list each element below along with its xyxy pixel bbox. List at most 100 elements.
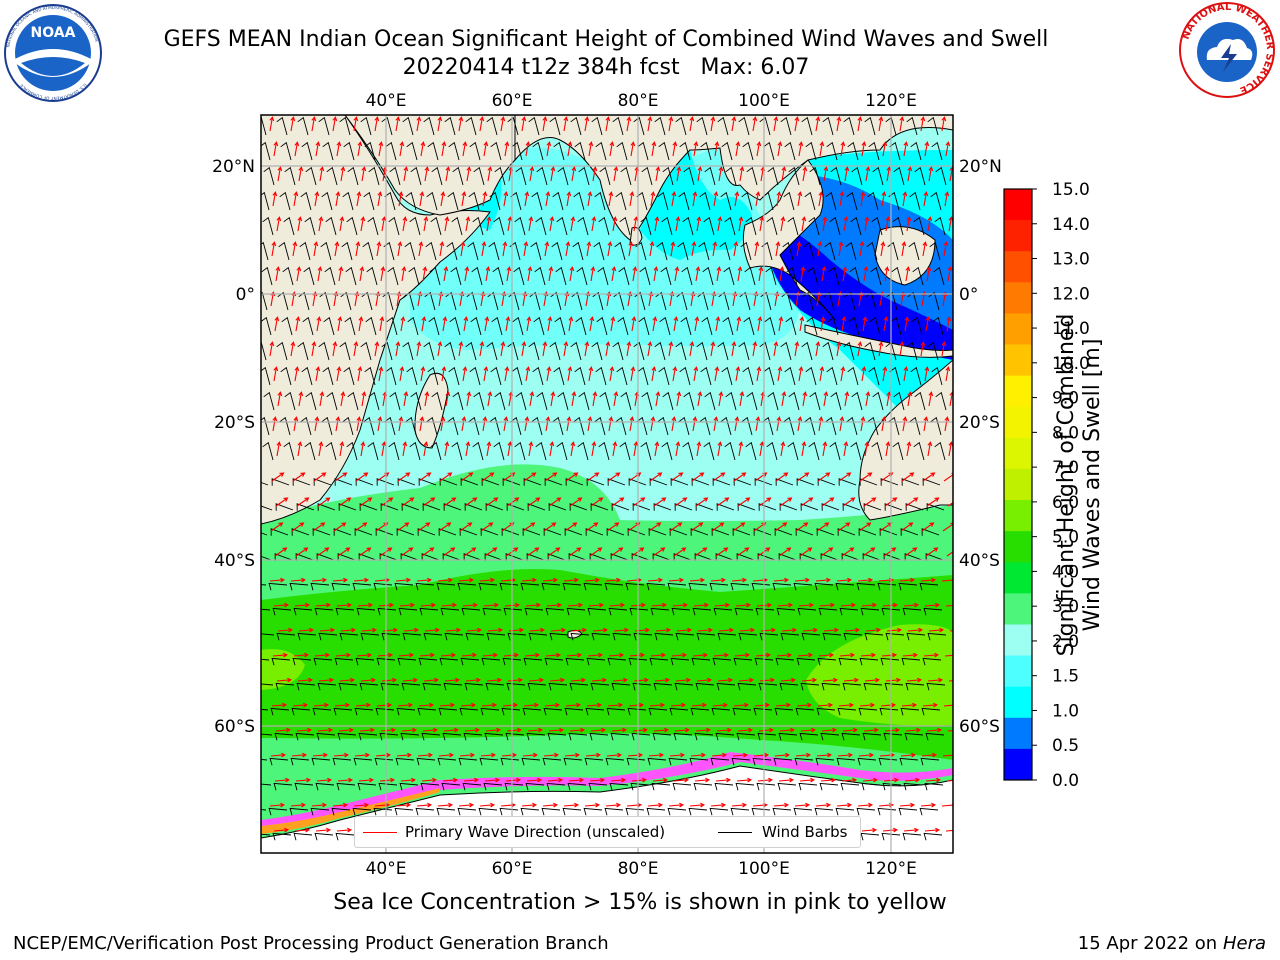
wind-barb xyxy=(261,316,272,336)
wave-arrow xyxy=(776,416,782,432)
wave-arrow xyxy=(717,441,723,457)
wind-barb xyxy=(924,782,944,791)
wind-barb xyxy=(658,141,670,161)
wave-arrow xyxy=(584,802,601,808)
wave-arrow xyxy=(292,702,309,708)
wave-arrow xyxy=(857,577,874,583)
wave-arrow xyxy=(334,702,351,708)
colorbar-tick-label: 7.0 xyxy=(1052,458,1079,478)
wave-arrow xyxy=(607,702,624,708)
wind-barb xyxy=(730,582,750,591)
wave-arrow xyxy=(550,391,556,407)
wind-barb xyxy=(376,657,396,666)
wind-barb xyxy=(780,116,792,136)
wave-arrow xyxy=(815,577,832,583)
wind-barb xyxy=(714,782,734,791)
wave-arrow xyxy=(586,241,592,257)
wave-arrow xyxy=(947,266,953,282)
wind-barb xyxy=(271,657,291,666)
wind-barb xyxy=(439,478,458,486)
wave-arrow xyxy=(422,727,439,733)
wind-barb xyxy=(838,657,858,666)
wind-barb xyxy=(261,505,273,511)
wind-barb xyxy=(709,807,729,816)
wind-barb xyxy=(276,116,288,136)
wave-arrow xyxy=(861,602,878,608)
wind-barb xyxy=(520,582,540,591)
wind-barb xyxy=(829,441,841,461)
wave-arrow xyxy=(647,341,653,357)
wave-arrow xyxy=(926,497,940,507)
wind-barb xyxy=(418,478,437,486)
wave-arrow xyxy=(316,316,322,332)
wind-barb xyxy=(742,141,754,161)
wind-barb xyxy=(421,553,440,561)
wind-barb xyxy=(270,528,289,536)
wind-barb xyxy=(730,807,750,816)
wave-arrow xyxy=(314,191,320,207)
wind-barb xyxy=(715,732,735,741)
wave-arrow xyxy=(459,522,473,532)
wave-arrow xyxy=(319,166,325,182)
wind-barb xyxy=(295,553,314,561)
wave-arrow xyxy=(774,522,788,532)
wind-barb xyxy=(293,607,313,616)
wind-barb xyxy=(777,782,797,791)
wind-barb xyxy=(347,391,359,411)
wind-barb xyxy=(902,832,922,841)
wave-arrow xyxy=(273,366,279,382)
wind-barb xyxy=(763,366,775,386)
wind-barb xyxy=(549,632,569,641)
wind-barb xyxy=(300,191,312,211)
wave-arrow xyxy=(441,602,458,608)
wave-arrow xyxy=(442,316,448,332)
wave-arrow xyxy=(653,266,659,282)
wind-barb xyxy=(700,366,712,386)
wind-barb xyxy=(671,607,691,616)
wind-barb xyxy=(676,291,688,311)
wave-arrow xyxy=(612,441,618,457)
wave-arrow xyxy=(403,627,420,633)
wave-arrow xyxy=(731,802,748,808)
wind-barb xyxy=(501,528,520,536)
wave-arrow xyxy=(941,116,947,132)
wave-arrow xyxy=(542,341,548,357)
wind-barb xyxy=(890,316,902,336)
lon-label-top: 80°E xyxy=(618,91,659,111)
wind-barb xyxy=(289,582,309,591)
wind-barb xyxy=(276,632,296,641)
wave-arrow xyxy=(396,752,413,758)
field-5-6m-east xyxy=(806,624,953,726)
wind-barb xyxy=(786,266,798,286)
wind-barb xyxy=(326,166,338,186)
wave-arrow xyxy=(715,316,721,332)
wind-barb xyxy=(263,166,275,186)
colorbar xyxy=(1003,188,1033,781)
wind-barb xyxy=(679,366,691,386)
wind-barb xyxy=(356,607,376,616)
wind-barb xyxy=(423,632,443,641)
colorbar-tick-label: 0.5 xyxy=(1052,736,1079,756)
wind-barb xyxy=(458,757,478,766)
wave-arrow xyxy=(290,116,296,132)
wind-barb xyxy=(737,503,756,511)
wave-arrow xyxy=(901,472,915,482)
wind-barb xyxy=(836,757,856,766)
wind-barb xyxy=(493,441,505,461)
wave-arrow xyxy=(416,577,433,583)
wave-arrow xyxy=(878,116,884,132)
wind-barb xyxy=(620,166,632,186)
wave-arrow xyxy=(655,391,661,407)
wave-arrow xyxy=(335,416,341,432)
wind-barb xyxy=(670,478,689,486)
wind-barb xyxy=(557,391,569,411)
wind-barb xyxy=(379,732,399,741)
wave-arrow xyxy=(857,802,874,808)
wave-arrow xyxy=(398,652,415,658)
wave-arrow xyxy=(463,777,480,783)
wave-arrow xyxy=(527,497,541,507)
wind-barb xyxy=(501,707,521,716)
wind-barb xyxy=(332,757,352,766)
wind-barb xyxy=(780,632,800,641)
wave-arrow xyxy=(445,391,451,407)
